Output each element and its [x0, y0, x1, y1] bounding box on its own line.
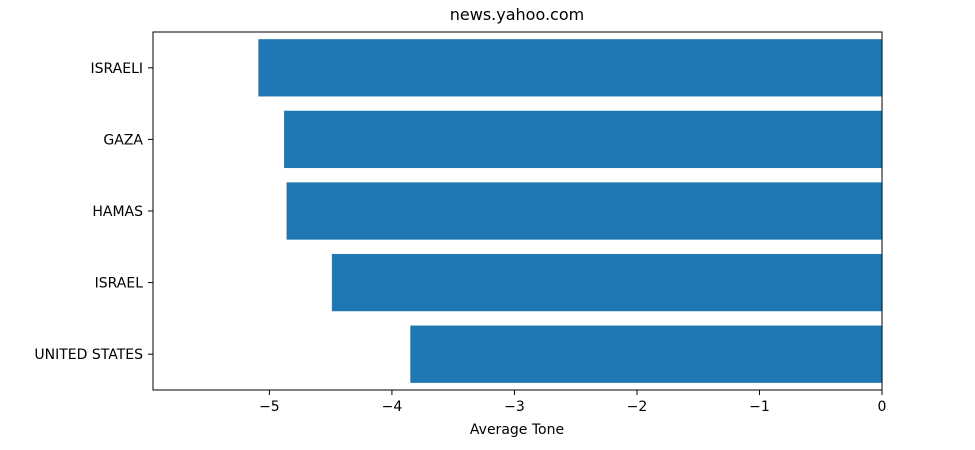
y-tick-label: ISRAEL — [95, 276, 144, 292]
bars-layer — [258, 39, 883, 383]
x-tick-label: −1 — [749, 399, 770, 415]
bar-hamas — [286, 182, 882, 240]
x-tick-label: −3 — [504, 399, 525, 415]
plot-frame — [152, 31, 883, 391]
x-tick-label: 0 — [878, 399, 887, 415]
bar-israel — [331, 253, 882, 312]
y-axis-ticks: UNITED STATES ISRAEL HAMAS GAZA ISRAELI — [34, 61, 153, 363]
y-tick-label: UNITED STATES — [34, 347, 143, 363]
bar-israeli — [258, 39, 883, 97]
y-tick-label: HAMAS — [92, 204, 143, 220]
chart-title: news.yahoo.com — [450, 5, 584, 24]
bar-gaza — [284, 110, 882, 169]
bar-united-states — [410, 325, 882, 383]
x-axis-label: Average Tone — [470, 422, 564, 438]
x-tick-label: −4 — [382, 399, 403, 415]
y-tick-label: GAZA — [103, 132, 143, 148]
x-tick-label: −2 — [627, 399, 648, 415]
y-tick-label: ISRAELI — [90, 61, 143, 77]
x-tick-label: −5 — [259, 399, 280, 415]
x-axis-ticks: −5 −4 −3 −2 −1 0 — [259, 390, 886, 415]
